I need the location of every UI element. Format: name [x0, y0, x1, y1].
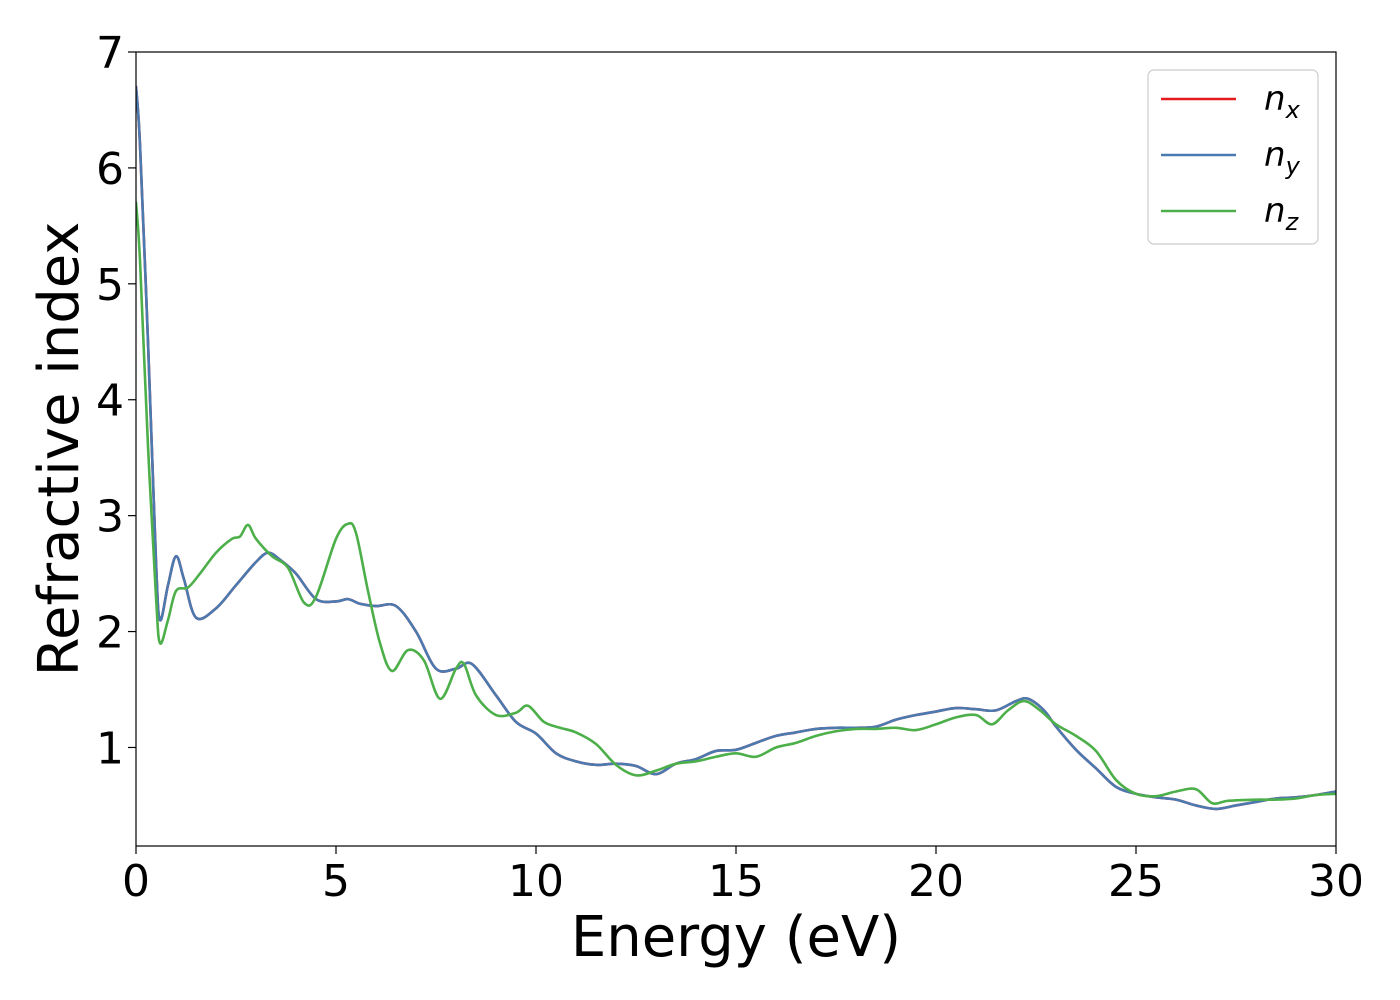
legend-label-y: ny	[1264, 135, 1301, 180]
y-tick-label: 7	[96, 28, 124, 79]
x-tick-label: 15	[708, 856, 764, 907]
legend-label-x: nx	[1264, 79, 1301, 124]
series-line-y	[136, 85, 1336, 811]
x-tick-label: 25	[1108, 856, 1164, 907]
y-tick-label: 4	[96, 376, 124, 427]
x-axis-label: Energy (eV)	[571, 905, 901, 970]
y-tick-label: 5	[96, 260, 124, 311]
legend-box	[1147, 69, 1319, 245]
y-axis-label: Refractive index	[27, 222, 92, 677]
y-tick-label: 2	[96, 608, 124, 659]
legend-label-base: n	[1264, 191, 1286, 231]
x-tick-label: 20	[908, 856, 964, 907]
y-tick-label: 6	[96, 144, 124, 195]
legend-label-sub: z	[1285, 208, 1300, 236]
y-axis-ticks: 1 2 3 4 5 6 7	[96, 28, 136, 774]
legend-label-sub: y	[1285, 152, 1301, 180]
x-tick-label: 0	[122, 856, 150, 907]
legend-label-base: n	[1264, 79, 1286, 119]
y-tick-label: 1	[96, 723, 124, 774]
x-tick-label: 5	[322, 856, 350, 907]
series-line-z	[136, 201, 1336, 805]
x-axis-ticks: 0 5 10 15 20 25 30	[122, 846, 1364, 907]
legend-label-base: n	[1264, 135, 1286, 175]
x-tick-label: 10	[508, 856, 564, 907]
plot-lines	[136, 85, 1336, 811]
legend-label-z: nz	[1264, 191, 1300, 236]
legend-label-sub: x	[1285, 96, 1301, 124]
x-tick-label: 30	[1308, 856, 1364, 907]
y-tick-label: 3	[96, 492, 124, 543]
